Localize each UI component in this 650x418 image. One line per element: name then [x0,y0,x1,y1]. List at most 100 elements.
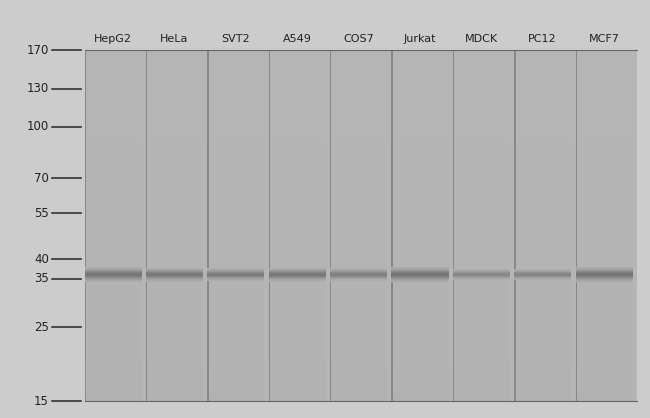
Bar [576,64,632,68]
Bar [268,300,326,305]
Bar [453,195,510,199]
Bar [391,173,448,177]
Bar [84,59,142,64]
Bar [453,278,510,283]
Bar [330,164,387,168]
Bar [207,208,265,213]
Bar [207,257,265,261]
Bar [514,173,571,177]
Bar [330,213,387,217]
Bar [576,331,632,335]
Bar [146,94,203,99]
Bar [576,116,632,120]
Bar [268,199,326,204]
Bar [391,178,448,182]
Bar [330,99,387,103]
Bar [514,274,571,278]
Bar [391,239,448,243]
Bar [146,380,203,384]
Bar [391,397,448,401]
Bar [576,107,632,112]
Bar [453,147,510,151]
Bar [453,270,510,274]
Bar [330,322,387,327]
Bar [84,247,142,252]
Bar [268,160,326,164]
Bar [453,120,510,125]
Bar [514,50,515,401]
Bar [84,371,142,375]
Bar [207,243,265,247]
Bar [514,353,571,357]
Bar [268,335,326,340]
Bar [268,81,326,85]
Bar [207,239,265,243]
Bar [146,50,147,401]
Bar [330,349,387,353]
Bar [576,94,632,99]
Bar [146,204,203,208]
Bar [330,160,387,164]
Bar [207,107,265,112]
Bar [330,261,387,265]
Bar [207,380,265,384]
Bar [330,318,387,322]
Bar [576,55,632,59]
Bar [576,50,632,55]
Bar [576,300,632,305]
Bar [84,239,142,243]
Bar [207,384,265,388]
Bar [576,90,632,94]
Bar [330,81,387,85]
Bar [146,270,203,274]
Bar [207,204,265,208]
Bar [514,239,571,243]
Bar [84,81,142,85]
Bar [330,309,387,314]
Bar [207,94,265,99]
Bar [453,68,510,72]
Bar [207,366,265,371]
Bar [146,287,203,292]
Bar [576,50,577,401]
Bar [514,327,571,331]
Bar [514,349,571,353]
Bar [453,243,510,247]
Bar [84,344,142,349]
Bar [576,99,632,103]
Bar [576,143,632,147]
Bar [207,335,265,340]
Bar [514,384,571,388]
Bar [84,261,142,265]
Text: 25: 25 [34,321,49,334]
Bar [453,64,510,68]
Bar [207,173,265,177]
Bar [146,300,203,305]
Bar [391,169,448,173]
Bar [330,270,387,274]
Bar [207,151,265,155]
Bar [514,134,571,138]
Bar [84,217,142,222]
Bar [207,182,265,186]
Bar [576,186,632,191]
Bar [207,155,265,160]
Bar [207,103,265,107]
Bar [514,199,571,204]
Bar [514,278,571,283]
Bar [453,94,510,99]
Bar [453,265,510,270]
Text: Jurkat: Jurkat [404,34,436,44]
Bar [576,230,632,234]
Bar [268,388,326,393]
Bar [453,344,510,349]
Bar [268,99,326,103]
Bar [146,155,203,160]
Bar [268,103,326,107]
Bar [453,247,510,252]
Bar [330,243,387,247]
Bar [576,270,632,274]
Bar [207,90,265,94]
Bar [84,397,142,401]
Bar [391,335,448,340]
